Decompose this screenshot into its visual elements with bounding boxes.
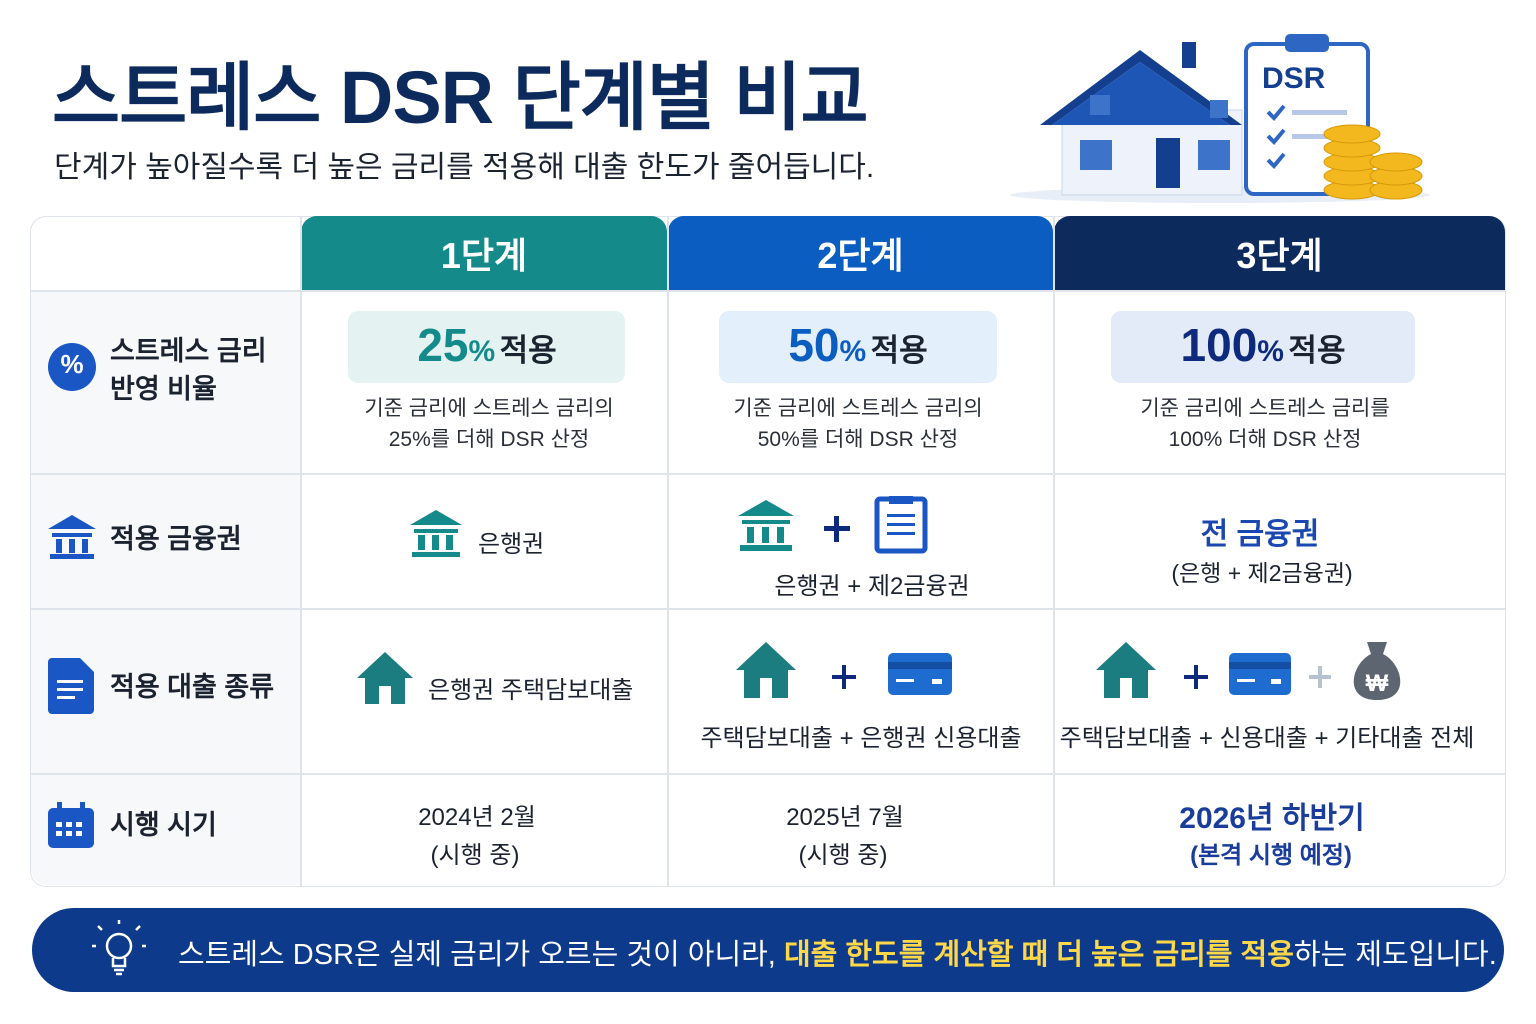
document-icon [48, 658, 94, 714]
footer-highlight: 대출 한도를 계산할 때 더 높은 금리를 적용 [783, 939, 1294, 971]
footer-banner [32, 908, 1504, 992]
rate-pill [1111, 311, 1415, 383]
plus-icon [824, 516, 850, 542]
rate-unit: % [839, 335, 867, 368]
rate-unit: % [468, 335, 496, 368]
cell-text: 주택담보대출 + 은행권 신용대출 [700, 725, 1022, 752]
cell-text: (은행 + 제2금융권) [1171, 560, 1353, 586]
stage-title: 1단계 [440, 235, 528, 276]
rate-number: 25 [417, 319, 469, 371]
column-divider [667, 216, 669, 886]
cell-text: 은행권 주택담보대출 [428, 677, 634, 704]
footer-text-part: 하는 제도입니다. [1293, 939, 1497, 971]
note: 기준 금리에 스트레스 금리의 [364, 397, 614, 420]
plus-icon [832, 665, 856, 689]
subtitle: 단계가 높아질수록 더 높은 금리를 적용해 대출 한도가 줄어듭니다. [54, 151, 875, 184]
row-label: 반영 비율 [110, 374, 217, 404]
rate-unit: % [1257, 335, 1284, 368]
row-label: 스트레스 금리 [110, 336, 267, 366]
house-icon [357, 652, 413, 704]
cell-text: 2025년 7월 [786, 804, 904, 831]
cell-text: (시행 중) [430, 842, 520, 869]
title: 스트레스 DSR 단계별 비교 [52, 56, 869, 139]
column-divider [300, 216, 302, 886]
bank-icon [738, 500, 794, 551]
cell-text: 은행권 [478, 531, 545, 558]
cell-headline: 전 금융권 [1200, 518, 1320, 551]
house-icon [736, 642, 796, 698]
rate-number: 100 [1180, 319, 1258, 371]
row-divider [30, 473, 1505, 475]
badge: DSR [1262, 62, 1326, 95]
cell-text: 2024년 2월 [418, 804, 536, 831]
money-bag-symbol: ₩ [1365, 670, 1389, 697]
note: 기준 금리에 스트레스 금리의 [733, 397, 983, 420]
note: 25%를 더해 DSR 산정 [388, 428, 590, 451]
row-divider [30, 290, 1505, 292]
cell-headline: 2026년 하반기 [1179, 802, 1365, 835]
row-label: 적용 대출 종류 [110, 672, 275, 702]
rate-suffix: 적용 [1288, 333, 1346, 368]
document-icon [874, 496, 928, 554]
note: 50%를 더해 DSR 산정 [757, 428, 959, 451]
card-icon [888, 653, 952, 695]
footer-text: 스트레스 DSR은 실제 금리가 오르는 것이 아니라, 대출 한도를 계산할 … [178, 931, 1497, 973]
footer-text-part: 스트레스 DSR은 실제 금리가 오르는 것이 아니라, [178, 939, 784, 971]
stage-header: 1단계 [301, 216, 667, 290]
note: 100% 더해 DSR 산정 [1168, 428, 1362, 451]
cell-text: 은행권 + 제2금융권 [774, 573, 970, 600]
rate-suffix: 적용 [499, 333, 557, 368]
row-divider [30, 773, 1505, 775]
card-icon [1229, 653, 1291, 695]
note: 기준 금리에 스트레스 금리를 [1140, 397, 1390, 420]
stage-header: 2단계 [668, 216, 1053, 290]
lightbulb-icon [92, 920, 146, 976]
rate: 100% 적용 [1181, 318, 1346, 372]
percent-icon-text: % [60, 349, 84, 379]
rate-suffix: 적용 [870, 333, 928, 368]
bank-icon [48, 515, 96, 559]
row-label: 시행 시기 [110, 810, 217, 840]
rate-pill [719, 311, 997, 383]
stage-title: 2단계 [817, 235, 904, 276]
cell-text: 주택담보대출 + 신용대출 + 기타대출 전체 [1059, 725, 1475, 752]
plus-icon [1309, 666, 1331, 688]
house-illustration [1010, 34, 1430, 203]
cell-text: (본격 시행 예정) [1190, 842, 1352, 869]
rate-number: 50 [788, 319, 840, 371]
row-divider [30, 608, 1505, 610]
rate: 50% 적용 [788, 318, 927, 372]
calendar-icon [48, 802, 94, 848]
bank-icon [410, 510, 462, 557]
rate-pill [348, 311, 625, 383]
cell-text: (시행 중) [798, 842, 888, 869]
column-divider [1053, 216, 1055, 886]
house-icon [1096, 642, 1156, 698]
plus-icon [1184, 665, 1208, 689]
stage-title: 3단계 [1236, 235, 1323, 276]
percent-icon [48, 343, 96, 391]
money-bag-icon [1353, 642, 1401, 700]
rate: 25% 적용 [417, 318, 556, 372]
stage-header: 3단계 [1054, 216, 1505, 290]
row-label: 적용 금융권 [110, 524, 242, 554]
